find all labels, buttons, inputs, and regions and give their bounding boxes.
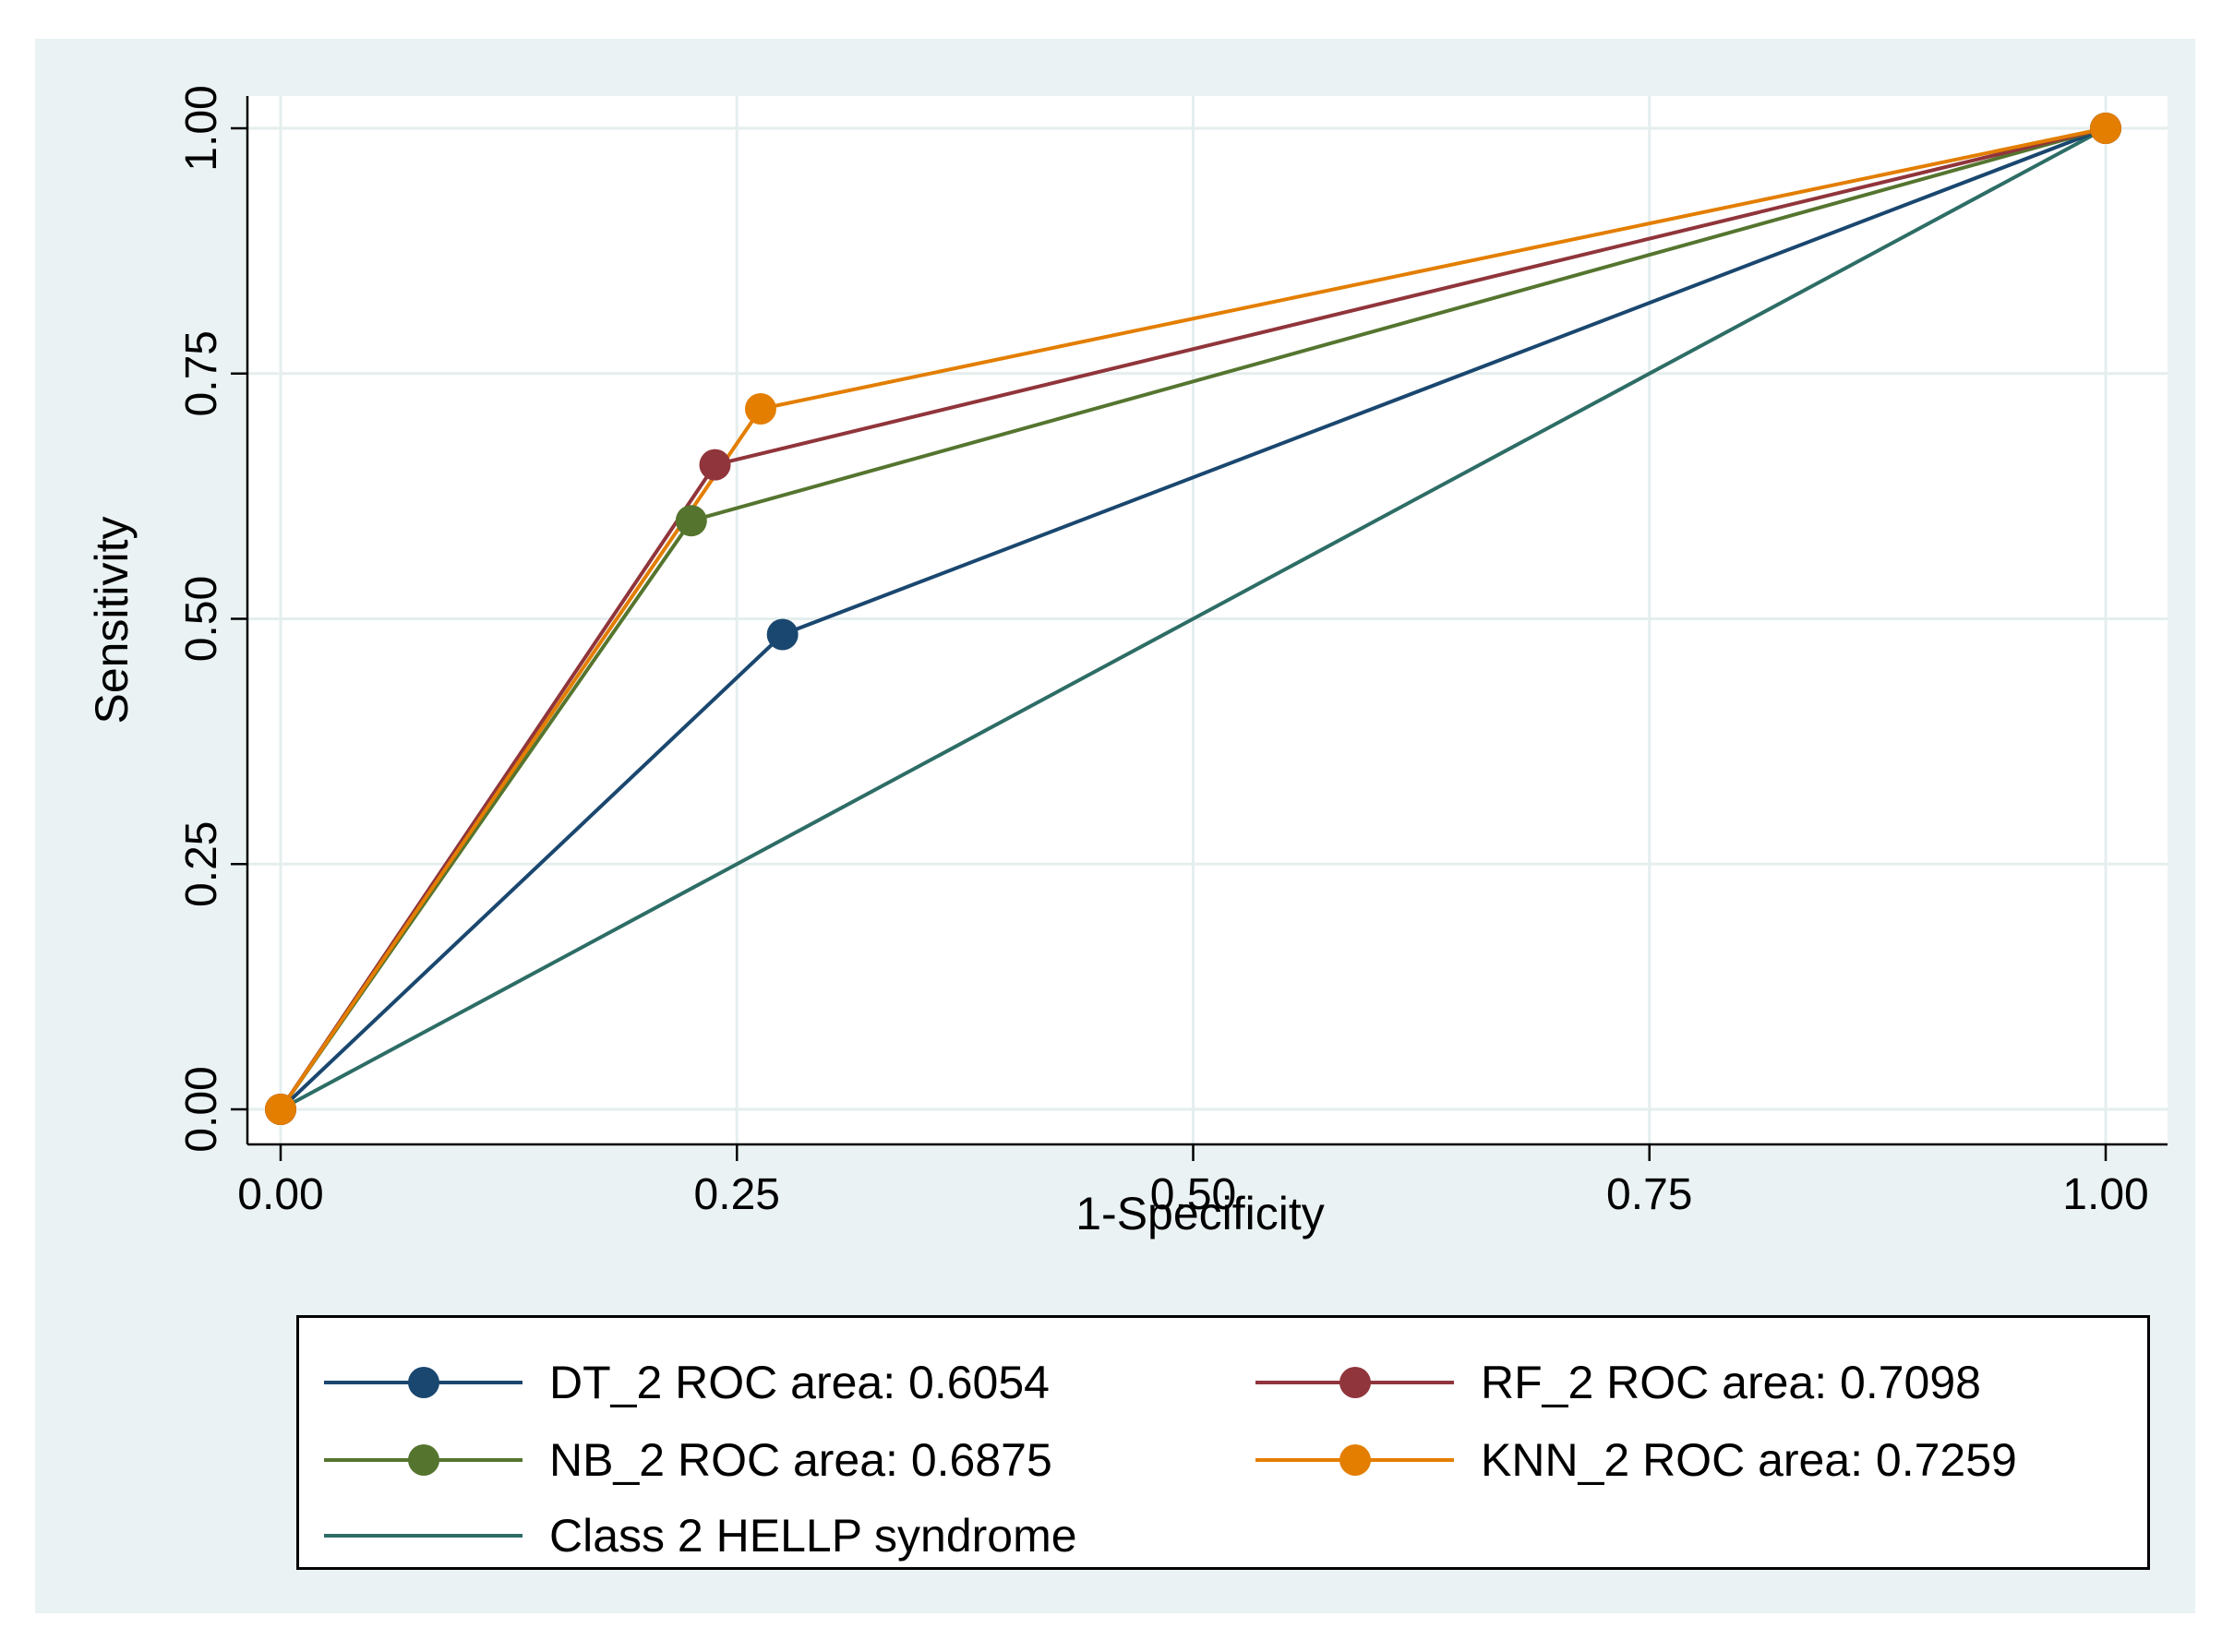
reference-line-layer bbox=[280, 126, 2107, 1111]
y-tick-label-4: 1.00 bbox=[177, 85, 226, 171]
series-point-1-1 bbox=[675, 505, 707, 537]
y-tick-label-0: 0.00 bbox=[177, 1066, 226, 1152]
x-tick-label-3: 0.75 bbox=[1606, 1170, 1692, 1219]
legend-swatch-rf2 bbox=[1255, 1367, 1454, 1398]
x-tick-label-1: 0.25 bbox=[694, 1170, 780, 1219]
legend-label-nb2: NB_2 ROC area: 0.6875 bbox=[549, 1434, 1052, 1486]
series-point-3-1 bbox=[744, 393, 776, 425]
x-tick-label-2: 0.50 bbox=[1150, 1170, 1236, 1219]
x-tick-label-0: 0.00 bbox=[237, 1170, 323, 1219]
y-tick-label-1: 0.25 bbox=[177, 821, 226, 907]
series-point-3-2 bbox=[2090, 113, 2121, 144]
y-tick-label-3: 0.75 bbox=[177, 330, 226, 416]
legend-swatch-nb2 bbox=[324, 1444, 522, 1476]
legend-swatch-class2 bbox=[324, 1534, 522, 1538]
legend: DT_2 ROC area: 0.6054 NB_2 ROC area: 0.6… bbox=[296, 1315, 2150, 1570]
legend-label-dt2: DT_2 ROC area: 0.6054 bbox=[549, 1357, 1050, 1408]
y-tick-label-2: 0.50 bbox=[177, 576, 226, 662]
series-point-0-1 bbox=[766, 618, 799, 651]
legend-label-knn2: KNN_2 ROC area: 0.7259 bbox=[1481, 1434, 2017, 1486]
legend-swatch-knn2 bbox=[1255, 1444, 1454, 1476]
legend-swatch-dt2 bbox=[324, 1367, 522, 1398]
series-point-3-0 bbox=[265, 1094, 296, 1125]
x-tick-label-4: 1.00 bbox=[2062, 1170, 2148, 1219]
roc-chart: 0.00 0.25 0.50 0.75 1.00 0.00 0.25 0.50 0.75 1.00… bbox=[86, 85, 2168, 1239]
series-point-2-1 bbox=[699, 449, 731, 481]
axis-ticks: 0.00 0.25 0.50 0.75 1.00 0.00 0.25 0.50 0.75 1.00 bbox=[177, 85, 2149, 1219]
series-markers bbox=[265, 113, 2121, 1125]
y-axis-title: Sensitivity bbox=[86, 516, 138, 724]
legend-label-rf2: RF_2 ROC area: 0.7098 bbox=[1481, 1357, 1981, 1408]
series-line-4 bbox=[280, 126, 2107, 1111]
x-axis-title: 1-Specificity bbox=[1075, 1188, 1325, 1239]
legend-label-class2: Class 2 HELLP syndrome bbox=[549, 1510, 1077, 1562]
chart-figure: 0.00 0.25 0.50 0.75 1.00 0.00 0.25 0.50 0.75 1.00… bbox=[35, 39, 2195, 1613]
